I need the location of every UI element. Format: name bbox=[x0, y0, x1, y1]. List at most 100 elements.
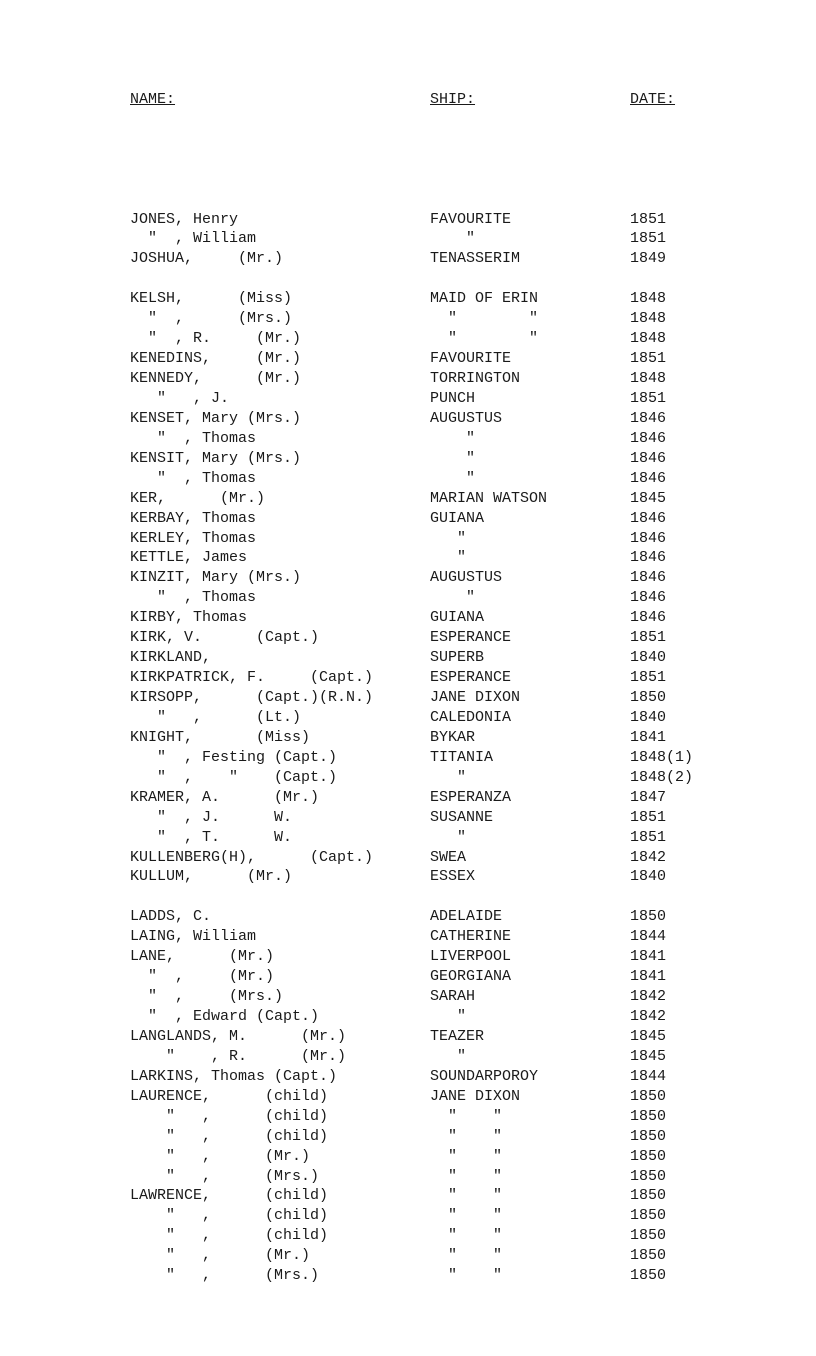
table-row: " , Thomas "1846 bbox=[130, 429, 736, 449]
ship-cell: " " bbox=[430, 1266, 630, 1286]
ship-cell: " " bbox=[430, 1127, 630, 1147]
table-row: KIRBY, ThomasGUIANA1846 bbox=[130, 608, 736, 628]
table-row: " , (Mrs.)SARAH1842 bbox=[130, 987, 736, 1007]
name-cell: LAURENCE, (child) bbox=[130, 1087, 430, 1107]
table-row: LAWRENCE, (child) " "1850 bbox=[130, 1186, 736, 1206]
date-cell: 1848 bbox=[630, 309, 710, 329]
ship-cell: MARIAN WATSON bbox=[430, 489, 630, 509]
name-cell: " , (Mrs.) bbox=[130, 309, 430, 329]
date-cell: 1848 bbox=[630, 369, 710, 389]
table-row: KULLUM, (Mr.)ESSEX1840 bbox=[130, 867, 736, 887]
name-cell: KENSIT, Mary (Mrs.) bbox=[130, 449, 430, 469]
table-row: KENSET, Mary (Mrs.)AUGUSTUS1846 bbox=[130, 409, 736, 429]
table-row: " , J. W.SUSANNE1851 bbox=[130, 808, 736, 828]
ship-cell: " " bbox=[430, 1167, 630, 1187]
table-row: " , (Mr.) " "1850 bbox=[130, 1147, 736, 1167]
table-row: " , J.PUNCH1851 bbox=[130, 389, 736, 409]
table-row: " , (Mrs.) " "1850 bbox=[130, 1167, 736, 1187]
table-row: " , (child) " "1850 bbox=[130, 1127, 736, 1147]
ship-cell: CATHERINE bbox=[430, 927, 630, 947]
table-row: KENSIT, Mary (Mrs.) "1846 bbox=[130, 449, 736, 469]
date-cell: 1842 bbox=[630, 987, 710, 1007]
table-row: " , " (Capt.) "1848(2) bbox=[130, 768, 736, 788]
ship-cell: " bbox=[430, 1007, 630, 1027]
ship-cell: JANE DIXON bbox=[430, 1087, 630, 1107]
table-row: " , R. (Mr.) " "1848 bbox=[130, 329, 736, 349]
date-cell: 1850 bbox=[630, 1107, 710, 1127]
ship-cell: " bbox=[430, 449, 630, 469]
header-gap bbox=[130, 150, 736, 170]
date-cell: 1850 bbox=[630, 1167, 710, 1187]
ship-cell: JANE DIXON bbox=[430, 688, 630, 708]
table-row: " , (Mr.)GEORGIANA1841 bbox=[130, 967, 736, 987]
table-row: " , (Mrs.) " "1850 bbox=[130, 1266, 736, 1286]
name-cell: KERLEY, Thomas bbox=[130, 529, 430, 549]
ship-cell: " bbox=[430, 229, 630, 249]
table-row: LANE, (Mr.)LIVERPOOL1841 bbox=[130, 947, 736, 967]
date-cell: 1851 bbox=[630, 808, 710, 828]
ship-cell: " bbox=[430, 828, 630, 848]
name-cell: " , William bbox=[130, 229, 430, 249]
name-cell: " , (Mrs.) bbox=[130, 1167, 430, 1187]
name-cell: JOSHUA, (Mr.) bbox=[130, 249, 430, 269]
ship-cell: GEORGIANA bbox=[430, 967, 630, 987]
table-row: KENNEDY, (Mr.)TORRINGTON1848 bbox=[130, 369, 736, 389]
ship-cell: " " bbox=[430, 309, 630, 329]
date-cell: 1845 bbox=[630, 1027, 710, 1047]
date-cell: 1850 bbox=[630, 1266, 710, 1286]
date-cell: 1846 bbox=[630, 548, 710, 568]
date-cell: 1851 bbox=[630, 668, 710, 688]
name-cell: LADDS, C. bbox=[130, 907, 430, 927]
table-row: KERBAY, ThomasGUIANA1846 bbox=[130, 509, 736, 529]
ship-cell: SUSANNE bbox=[430, 808, 630, 828]
name-cell: KIRK, V. (Capt.) bbox=[130, 628, 430, 648]
date-cell: 1849 bbox=[630, 249, 710, 269]
date-cell: 1846 bbox=[630, 469, 710, 489]
date-cell: 1848(2) bbox=[630, 768, 710, 788]
date-cell: 1851 bbox=[630, 628, 710, 648]
table-row: KELSH, (Miss)MAID OF ERIN1848 bbox=[130, 289, 736, 309]
name-cell: " , Thomas bbox=[130, 429, 430, 449]
name-cell: " , J. W. bbox=[130, 808, 430, 828]
name-cell: " , R. (Mr.) bbox=[130, 329, 430, 349]
ship-cell: TENASSERIM bbox=[430, 249, 630, 269]
name-cell: KENNEDY, (Mr.) bbox=[130, 369, 430, 389]
name-cell: KULLENBERG(H), (Capt.) bbox=[130, 848, 430, 868]
date-cell: 1851 bbox=[630, 389, 710, 409]
name-cell: LANE, (Mr.) bbox=[130, 947, 430, 967]
date-cell: 1844 bbox=[630, 927, 710, 947]
date-cell: 1845 bbox=[630, 489, 710, 509]
ship-cell: " " bbox=[430, 1186, 630, 1206]
ship-cell: PUNCH bbox=[430, 389, 630, 409]
date-cell: 1851 bbox=[630, 828, 710, 848]
ship-cell: SWEA bbox=[430, 848, 630, 868]
name-cell: KIRBY, Thomas bbox=[130, 608, 430, 628]
name-cell: " , J. bbox=[130, 389, 430, 409]
name-cell: KIRKPATRICK, F. (Capt.) bbox=[130, 668, 430, 688]
table-row: " , (Mrs.) " "1848 bbox=[130, 309, 736, 329]
name-cell: KINZIT, Mary (Mrs.) bbox=[130, 568, 430, 588]
name-cell: KIRSOPP, (Capt.)(R.N.) bbox=[130, 688, 430, 708]
ship-cell: GUIANA bbox=[430, 509, 630, 529]
name-cell: JONES, Henry bbox=[130, 210, 430, 230]
date-cell: 1850 bbox=[630, 1147, 710, 1167]
date-cell: 1850 bbox=[630, 1087, 710, 1107]
rows-container: JONES, HenryFAVOURITE1851 " , William "1… bbox=[130, 210, 736, 1287]
ship-cell: TORRINGTON bbox=[430, 369, 630, 389]
date-cell: 1841 bbox=[630, 967, 710, 987]
ship-cell: ESPERANCE bbox=[430, 668, 630, 688]
ship-cell: BYKAR bbox=[430, 728, 630, 748]
ship-cell: MAID OF ERIN bbox=[430, 289, 630, 309]
date-cell: 1847 bbox=[630, 788, 710, 808]
table-row: " , (Mr.) " "1850 bbox=[130, 1246, 736, 1266]
date-cell: 1846 bbox=[630, 529, 710, 549]
table-row: LARKINS, Thomas (Capt.)SOUNDARPOROY1844 bbox=[130, 1067, 736, 1087]
ship-cell: " bbox=[430, 548, 630, 568]
ship-cell: AUGUSTUS bbox=[430, 568, 630, 588]
table-row: KIRKPATRICK, F. (Capt.)ESPERANCE1851 bbox=[130, 668, 736, 688]
ship-cell: " " bbox=[430, 1226, 630, 1246]
ship-cell: SARAH bbox=[430, 987, 630, 1007]
ship-cell: " " bbox=[430, 1147, 630, 1167]
table-row: LADDS, C.ADELAIDE1850 bbox=[130, 907, 736, 927]
ship-cell: " bbox=[430, 469, 630, 489]
